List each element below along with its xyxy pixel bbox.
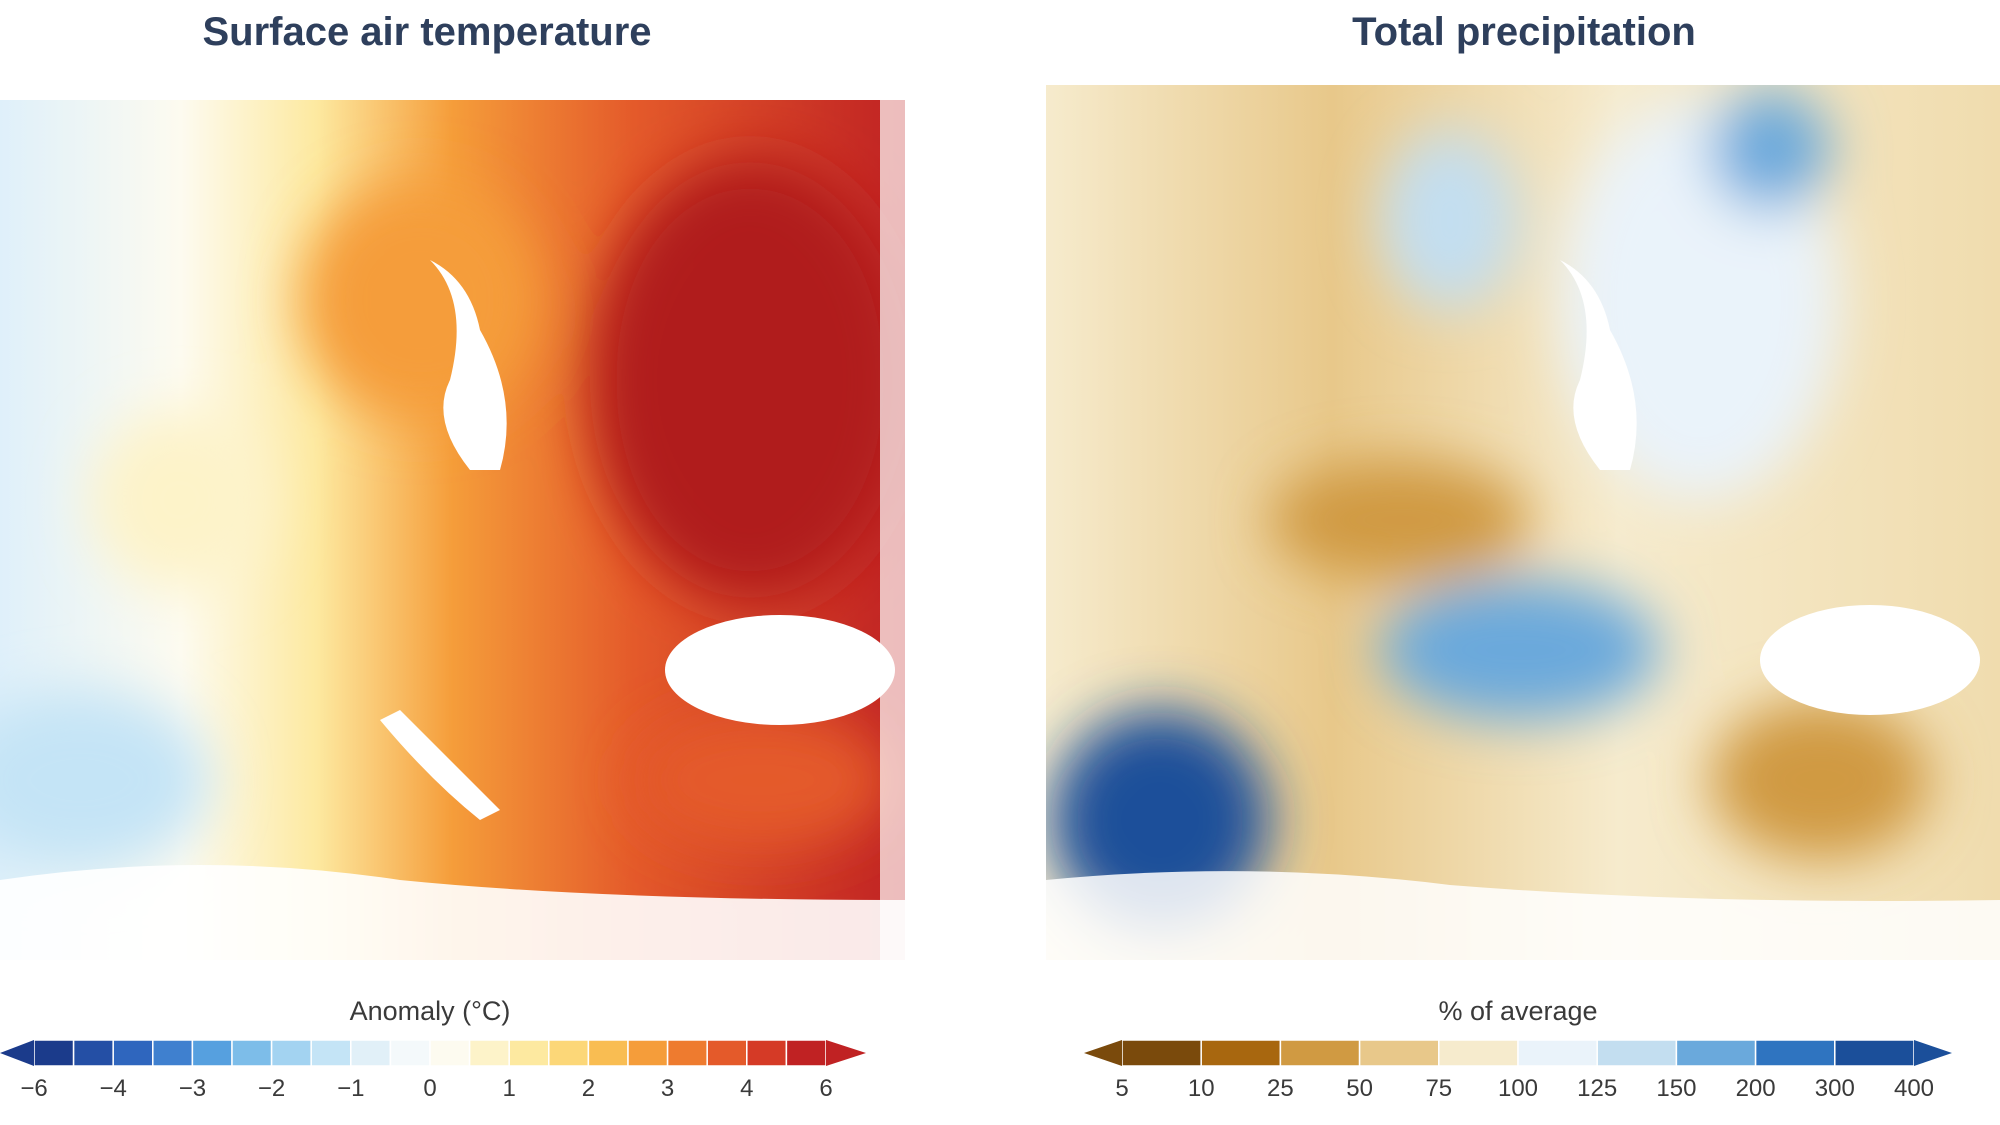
colorbar-segment [1754,1039,1836,1067]
colorbar-segment [666,1039,708,1067]
colorbar-tick-label: 0 [423,1075,436,1102]
colorbar-tick-label: 75 [1425,1075,1452,1102]
colorbar-segment [389,1039,431,1067]
colorbar-tick-label: −3 [179,1075,206,1102]
colorbar-tick-label: 6 [819,1075,832,1102]
colorbar-segment [508,1039,550,1067]
colorbar-tick-label: 25 [1267,1075,1294,1102]
colorbar-tick-label: 3 [661,1075,674,1102]
colorbar-segment [429,1039,471,1067]
colorbar-segment [1834,1039,1915,1067]
colorbar-tick-label: 1 [503,1075,516,1102]
colorbar-segment [350,1039,392,1067]
colorbar-tick-label: 200 [1736,1075,1776,1102]
legend-label: Anomaly (°C) [350,996,511,1026]
colorbar-tick-label: −1 [337,1075,364,1102]
panel-title: Surface air temperature [202,10,651,54]
colorbar-tick-label: −4 [100,1075,127,1102]
colorbar-tick-label: 150 [1656,1075,1696,1102]
colorbar-tick-label: 100 [1498,1075,1538,1102]
colorbar-segment [548,1039,590,1067]
colorbar-tick-label: 50 [1346,1075,1373,1102]
colorbar-segment [1596,1039,1678,1067]
colorbar-segment [310,1039,352,1067]
colorbar-tick-label: 300 [1815,1075,1855,1102]
colorbar-tick-label: 2 [582,1075,595,1102]
precipitation-map [1046,85,2000,960]
temperature-map [0,100,905,960]
colorbar-segment [112,1039,154,1067]
colorbar-segment [1121,1039,1202,1067]
colorbar-tick-label: −6 [20,1075,47,1102]
colorbar-segment [33,1039,75,1067]
colorbar-tick-label: −2 [258,1075,285,1102]
colorbar-tick-label: 125 [1577,1075,1617,1102]
colorbar-segment [1200,1039,1282,1067]
legend-label: % of average [1438,996,1597,1026]
colorbar-segment [1358,1039,1440,1067]
colorbar-tick-label: 4 [740,1075,753,1102]
panel-title: Total precipitation [1352,10,1696,54]
colorbar-tick-label: 10 [1188,1075,1215,1102]
colorbar-segment [627,1039,669,1067]
colorbar-segment [746,1039,788,1067]
colorbar-segment [1438,1039,1519,1067]
colorbar-segment [270,1039,312,1067]
colorbar-segment [152,1039,194,1067]
colorbar-segment [231,1039,273,1067]
colorbar-segment [468,1039,510,1067]
colorbar-tick-label: 5 [1115,1075,1128,1102]
colorbar-arrow-right [1914,1040,1952,1066]
colorbar-segment [191,1039,233,1067]
colorbar-segment [1675,1039,1757,1067]
colorbar-segment [785,1039,827,1067]
colorbar-tick-label: 400 [1894,1075,1934,1102]
colorbar-segment [72,1039,114,1067]
colorbar-segment [587,1039,629,1067]
colorbar-arrow-right [826,1040,866,1066]
colorbar-segment [1517,1039,1598,1067]
colorbar-segment [706,1039,748,1067]
colorbar-segment [1279,1039,1361,1067]
colorbar-arrow-left [1084,1040,1122,1066]
colorbar-arrow-left [0,1040,34,1066]
